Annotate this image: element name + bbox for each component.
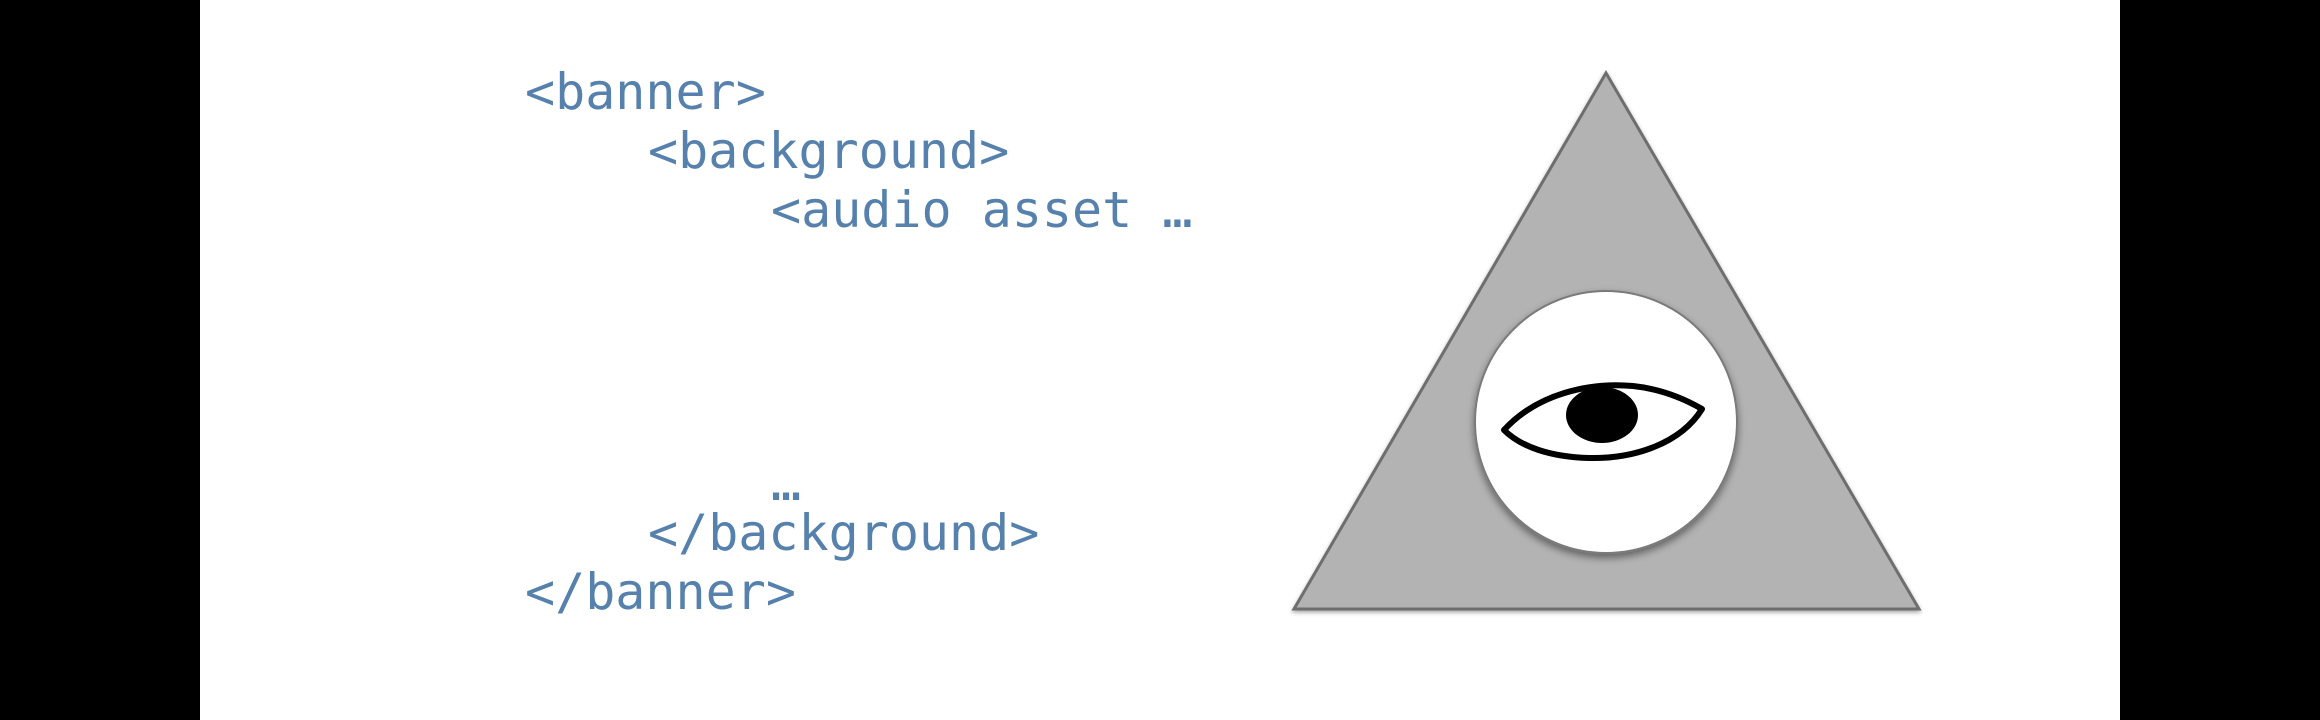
eye-pupil xyxy=(1566,387,1638,443)
code-line-banner-close: </banner> xyxy=(525,563,796,621)
code-line-background-open: <background> xyxy=(648,122,1010,180)
slide: <banner> <background> <audio asset … … <… xyxy=(200,0,2120,720)
code-line-audio-asset: <audio asset … xyxy=(771,181,1193,239)
code-line-background-close: </background> xyxy=(648,504,1040,562)
eye-in-triangle-icon xyxy=(1291,70,1922,611)
code-line-ellipsis: … xyxy=(771,454,802,512)
eye-icon xyxy=(1501,382,1705,462)
code-line-banner-open: <banner> xyxy=(525,63,766,121)
